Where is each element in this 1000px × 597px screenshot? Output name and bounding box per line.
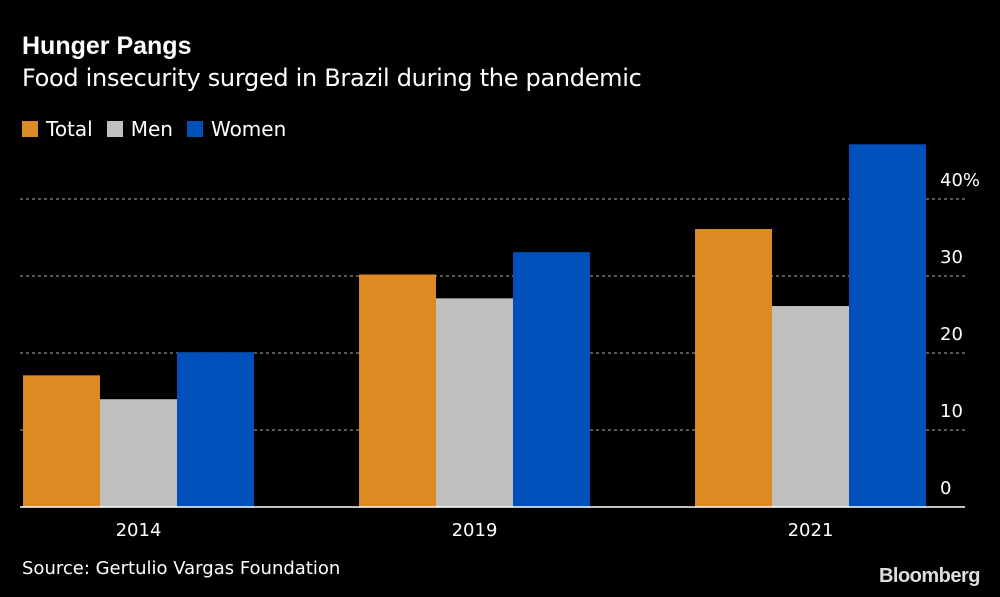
chart-subtitle: Food insecurity surged in Brazil during … (22, 64, 642, 92)
x-tick-label: 2014 (116, 520, 162, 541)
legend: Total Men Women (22, 117, 286, 141)
source-note: Source: Gertulio Vargas Foundation (22, 558, 341, 579)
legend-item-total: Total (22, 117, 93, 141)
bar-women-2019 (513, 252, 590, 507)
bar-total-2019 (359, 274, 436, 507)
y-tick-label: 30 (940, 247, 963, 268)
legend-label-total: Total (46, 117, 93, 141)
y-tick-label: 40% (940, 170, 980, 191)
x-tick-label: 2019 (452, 520, 498, 541)
bar-men-2021 (772, 306, 849, 507)
bar-women-2014 (177, 352, 254, 507)
legend-label-men: Men (130, 117, 173, 141)
legend-item-men: Men (106, 117, 173, 141)
y-tick-label: 20 (940, 324, 963, 345)
legend-label-women: Women (210, 117, 287, 141)
bar-total-2021 (695, 229, 772, 507)
legend-swatch-women (186, 121, 203, 137)
bar-total-2014 (23, 375, 100, 507)
legend-swatch-total (22, 121, 38, 137)
x-tick-label: 2021 (788, 520, 834, 541)
bar-women-2021 (849, 144, 926, 507)
bar-men-2019 (436, 298, 513, 507)
legend-swatch-men (106, 121, 123, 137)
legend-item-women: Women (186, 117, 287, 141)
bloomberg-logo: Bloomberg (878, 565, 981, 587)
y-tick-label: 10 (940, 401, 963, 422)
y-tick-label: 0 (940, 478, 951, 499)
bar-men-2014 (100, 399, 177, 507)
chart-title: Hunger Pangs (22, 32, 192, 60)
